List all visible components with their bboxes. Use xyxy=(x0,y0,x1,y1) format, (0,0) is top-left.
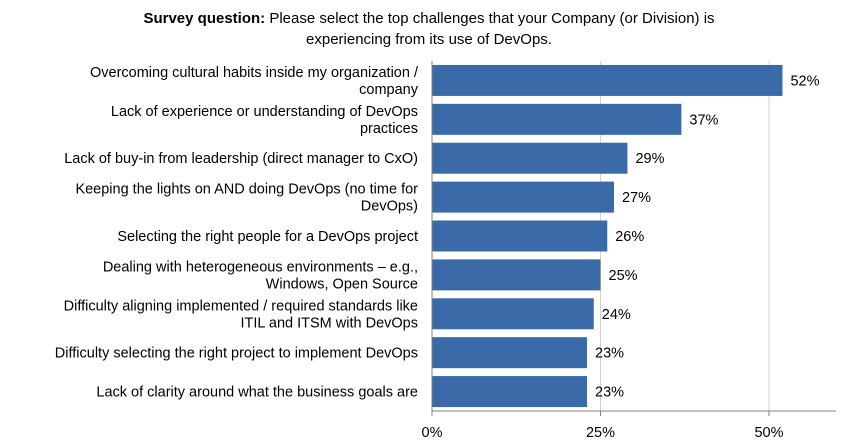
category-label-line: ITIL and ITSM with DevOps xyxy=(240,315,418,331)
category-label-line: Overcoming cultural habits inside my org… xyxy=(90,65,419,81)
x-tick-label-2: 50% xyxy=(754,425,783,441)
category-label-line: Dealing with heterogeneous environments … xyxy=(103,259,418,275)
value-label-5: 25% xyxy=(609,268,638,284)
category-label-line: Difficulty aligning implemented / requir… xyxy=(64,298,418,314)
chart-title-text-1: Please select the top challenges that yo… xyxy=(269,10,715,27)
bar-8 xyxy=(432,376,588,408)
category-label-line: Lack of experience or understanding of D… xyxy=(111,104,418,120)
bar-4 xyxy=(432,220,608,252)
category-label-6: Difficulty aligning implemented / requir… xyxy=(64,298,418,331)
category-label-line: Lack of buy-in from leadership (direct m… xyxy=(64,151,418,167)
value-label-3: 27% xyxy=(622,190,651,206)
chart-title: Survey question: Please select the top c… xyxy=(0,8,858,50)
bar-0 xyxy=(432,64,783,96)
value-label-7: 23% xyxy=(595,346,624,362)
value-label-8: 23% xyxy=(595,385,624,401)
value-label-4: 26% xyxy=(615,229,644,245)
value-label-2: 29% xyxy=(635,151,664,167)
value-label-6: 24% xyxy=(602,307,631,323)
category-label-8: Lack of clarity around what the business… xyxy=(96,385,418,401)
bar-3 xyxy=(432,181,614,213)
category-label-line: Keeping the lights on AND doing DevOps (… xyxy=(75,182,418,198)
category-label-line: Lack of clarity around what the business… xyxy=(96,385,418,401)
bar-6 xyxy=(432,298,594,330)
chart-title-line-1: Survey question: Please select the top c… xyxy=(0,8,858,29)
category-label-line: practices xyxy=(360,121,418,137)
category-label-line: Selecting the right people for a DevOps … xyxy=(117,229,418,245)
category-label-5: Dealing with heterogeneous environments … xyxy=(103,259,418,292)
bar-2 xyxy=(432,142,628,174)
x-tick-label-0: 0% xyxy=(422,425,443,441)
value-label-1: 37% xyxy=(689,112,718,128)
category-label-line: company xyxy=(359,82,419,98)
category-label-line: Windows, Open Source xyxy=(266,276,418,292)
category-label-4: Selecting the right people for a DevOps … xyxy=(117,229,418,245)
category-label-7: Difficulty selecting the right project t… xyxy=(55,346,418,362)
category-label-1: Lack of experience or understanding of D… xyxy=(111,104,418,137)
x-tick-label-1: 25% xyxy=(586,425,615,441)
category-label-line: Difficulty selecting the right project t… xyxy=(55,346,418,362)
category-label-0: Overcoming cultural habits inside my org… xyxy=(90,65,419,98)
bar-7 xyxy=(432,337,588,369)
category-label-line: DevOps) xyxy=(361,199,418,215)
category-label-2: Lack of buy-in from leadership (direct m… xyxy=(64,151,418,167)
chart-title-line-2: experiencing from its use of DevOps. xyxy=(306,31,552,48)
value-label-0: 52% xyxy=(790,73,819,89)
bar-1 xyxy=(432,103,682,135)
chart-title-prefix: Survey question: xyxy=(143,10,266,27)
category-label-3: Keeping the lights on AND doing DevOps (… xyxy=(75,182,418,215)
bar-5 xyxy=(432,259,601,291)
